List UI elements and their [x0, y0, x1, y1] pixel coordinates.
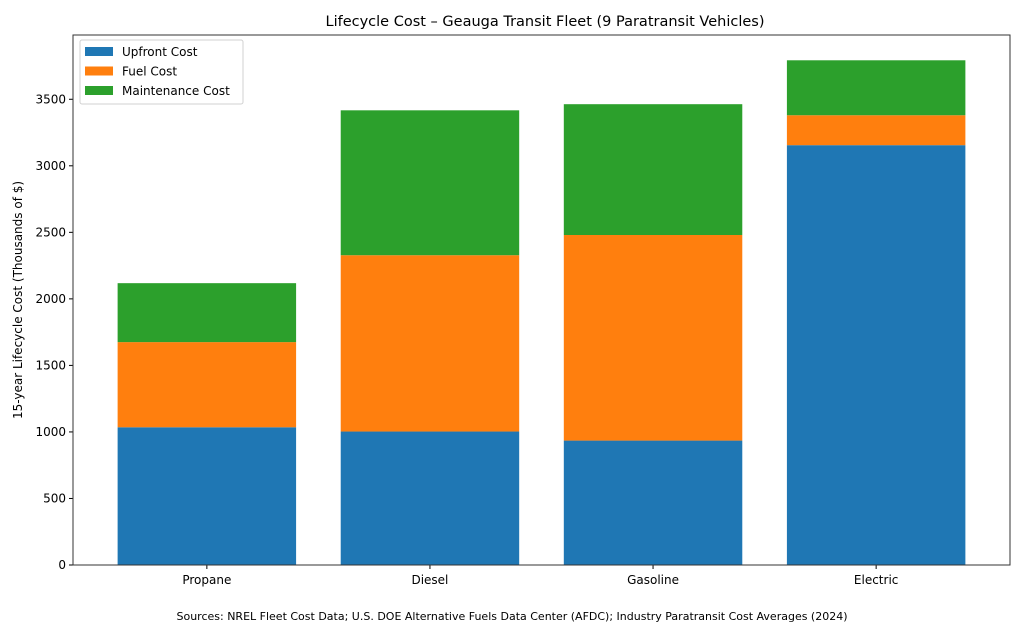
bar-diesel-maintenance-cost: [340, 110, 520, 256]
legend-label: Upfront Cost: [122, 45, 198, 59]
legend-label: Fuel Cost: [122, 65, 177, 79]
x-tick-label: Electric: [854, 573, 898, 587]
y-tick-label: 3000: [35, 159, 66, 173]
bar-propane-fuel-cost: [117, 342, 297, 428]
bar-electric-maintenance-cost: [786, 60, 966, 116]
bars-group: [117, 60, 966, 565]
y-tick-label: 1000: [35, 425, 66, 439]
y-tick-label: 1500: [35, 358, 66, 372]
legend-swatch-fuel-cost: [85, 66, 113, 76]
bar-electric-fuel-cost: [786, 115, 966, 146]
bar-gasoline-fuel-cost: [563, 234, 743, 441]
bar-diesel-fuel-cost: [340, 255, 520, 432]
y-axis: 0 500 1000 1500 2000 2500 3000 3500: [35, 92, 73, 572]
legend-label: Maintenance Cost: [122, 84, 230, 98]
chart-title: Lifecycle Cost – Geauga Transit Fleet (9…: [326, 14, 765, 30]
legend-swatch-upfront-cost: [85, 47, 113, 56]
y-tick-label: 3500: [35, 92, 66, 106]
bar-diesel-upfront-cost: [340, 431, 520, 565]
x-tick-label: Diesel: [411, 573, 448, 587]
bar-propane-maintenance-cost: [117, 283, 297, 343]
x-tick-label: Gasoline: [627, 573, 679, 587]
bar-electric-upfront-cost: [786, 145, 966, 565]
legend-box: [79, 39, 244, 105]
sources-footnote: Sources: NREL Fleet Cost Data; U.S. DOE …: [176, 610, 847, 623]
bar-gasoline-upfront-cost: [563, 440, 743, 565]
bar-propane-upfront-cost: [117, 427, 297, 565]
y-axis-label: 15-year Lifecycle Cost (Thousands of $): [11, 181, 25, 419]
y-tick-label: 2500: [35, 225, 66, 239]
y-tick-label: 500: [43, 491, 66, 505]
legend: Upfront Cost Fuel Cost Maintenance Cost: [79, 39, 244, 105]
x-tick-label: Propane: [182, 573, 231, 587]
bar-gasoline-maintenance-cost: [563, 104, 743, 235]
x-axis: Propane Diesel Gasoline Electric: [182, 565, 898, 587]
plot-frame: [72, 34, 1011, 566]
y-tick-label: 2000: [35, 292, 66, 306]
y-tick-label: 0: [58, 558, 66, 572]
legend-swatch-maintenance-cost: [85, 86, 113, 95]
